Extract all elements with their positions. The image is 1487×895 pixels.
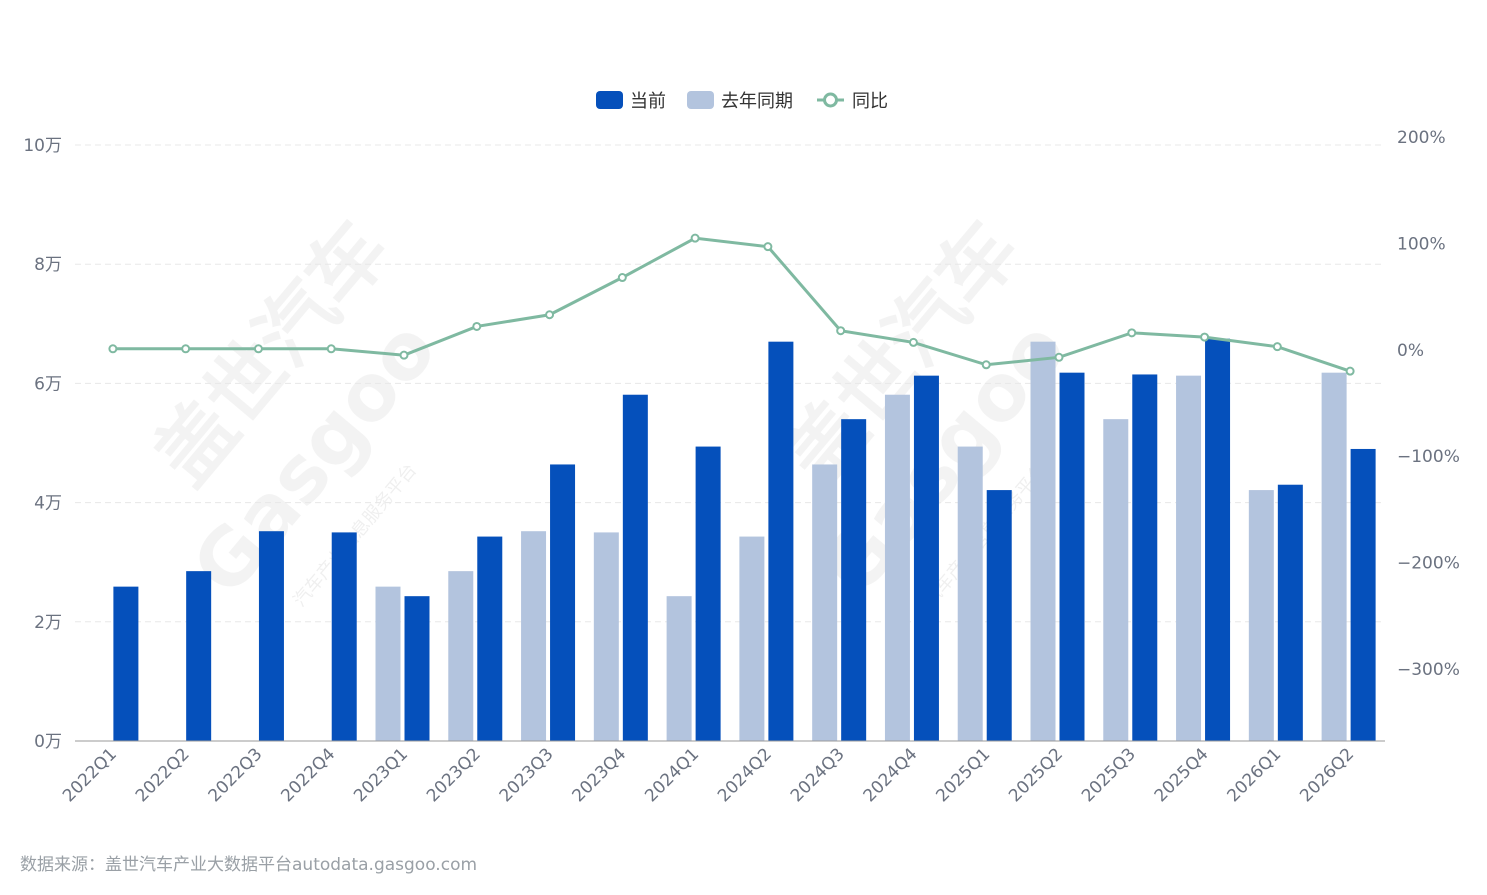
bar-current (1350, 448, 1376, 741)
yoy-point (1200, 332, 1210, 342)
x-tick-label: 2025Q4 (1151, 744, 1213, 806)
bar-last-year (1030, 341, 1056, 741)
yoy-point (690, 233, 700, 243)
bar-last-year (1176, 375, 1202, 741)
bar-current (986, 490, 1012, 741)
yoy-point (763, 242, 773, 252)
bar-last-year (957, 446, 983, 741)
x-tick-label: 2022Q4 (277, 744, 339, 806)
legend-item[interactable]: 当前 (596, 91, 666, 112)
y-right-tick-label: −200% (1397, 554, 1460, 574)
yoy-point (545, 310, 555, 320)
yoy-point (617, 273, 627, 283)
bar-current (768, 341, 794, 741)
bar-current (1132, 374, 1158, 741)
yoy-point (1054, 352, 1064, 362)
bar-last-year (884, 394, 910, 741)
bar-current (695, 446, 721, 741)
legend-item[interactable]: 同比 (817, 91, 888, 112)
y-left-tick-label: 10万 (23, 136, 62, 156)
bar-current (477, 536, 503, 741)
y-right-tick-label: −100% (1397, 447, 1460, 467)
yoy-line (108, 233, 1355, 376)
bar-current (1277, 484, 1303, 741)
source-note: 数据来源：盖世汽车产业大数据平台autodata.gasgoo.com (20, 855, 478, 875)
x-tick-label: 2023Q4 (569, 744, 631, 806)
yoy-line-path (112, 236, 1351, 373)
x-tick-label: 2025Q2 (1005, 744, 1067, 806)
x-tick-label: 2023Q3 (496, 744, 558, 806)
legend[interactable]: 当前 去年同期 同比 (596, 91, 888, 112)
x-tick-label: 2026Q1 (1224, 744, 1286, 806)
y-right-tick-label: 0% (1397, 341, 1424, 361)
yoy-point (836, 326, 846, 336)
y-left-tick-label: 2万 (34, 613, 62, 633)
yoy-point (326, 344, 336, 354)
x-tick-label: 2022Q2 (132, 744, 194, 806)
yoy-point (472, 321, 482, 331)
bar-current (404, 596, 430, 741)
bar-last-year (666, 596, 692, 741)
bar-current (550, 464, 576, 741)
yoy-point (908, 337, 918, 347)
legend-swatch (596, 91, 623, 109)
bar-last-year (593, 532, 619, 741)
bar-last-year (1321, 372, 1347, 741)
bar-current (186, 571, 212, 741)
bar-last-year (739, 536, 765, 741)
legend-swatch (687, 91, 714, 109)
bar-current (331, 532, 357, 741)
bar-last-year (375, 586, 401, 741)
x-tick-label: 2026Q2 (1296, 744, 1358, 806)
yoy-point (108, 344, 118, 354)
bar-current (913, 375, 939, 741)
bar-last-year (812, 464, 838, 741)
bar-current (113, 586, 139, 741)
y-left-tick-label: 8万 (34, 255, 62, 275)
legend-label: 同比 (852, 91, 888, 112)
yoy-point (399, 350, 409, 360)
y-left-tick-label: 4万 (34, 494, 62, 514)
bar-last-year (1103, 419, 1129, 741)
bar-current (841, 419, 867, 741)
y-left-tick-label: 0万 (34, 732, 62, 752)
y-right-tick-label: 200% (1397, 128, 1446, 148)
bar-current (1059, 372, 1085, 741)
legend-swatch-point (823, 92, 838, 108)
bar-last-year (521, 531, 547, 741)
grid (75, 144, 1385, 623)
bar-current (1205, 338, 1231, 741)
legend-label: 当前 (630, 91, 666, 112)
yoy-point (1345, 366, 1355, 376)
x-tick-label: 2024Q4 (860, 744, 922, 806)
yoy-point (981, 360, 991, 370)
x-tick-label: 2023Q1 (350, 744, 412, 806)
bars (113, 338, 1376, 741)
x-tick-label: 2024Q1 (641, 744, 703, 806)
x-tick-label: 2024Q3 (787, 744, 849, 806)
yoy-point (1272, 342, 1282, 352)
bar-current (622, 394, 648, 741)
legend-label: 去年同期 (721, 91, 793, 112)
yoy-point (1127, 328, 1137, 338)
x-tick-label: 2022Q3 (205, 744, 267, 806)
y-right-tick-label: 100% (1397, 234, 1446, 254)
y-right-tick-label: −300% (1397, 660, 1460, 680)
x-tick-label: 2025Q1 (932, 744, 994, 806)
x-tick-label: 2025Q3 (1078, 744, 1140, 806)
legend-item[interactable]: 去年同期 (687, 91, 793, 112)
x-tick-label: 2024Q2 (714, 744, 776, 806)
y-left-tick-label: 6万 (34, 374, 62, 394)
x-tick-label: 2023Q2 (423, 744, 485, 806)
bar-last-year (448, 571, 474, 741)
bar-last-year (1248, 490, 1274, 741)
bar-current (258, 531, 284, 741)
yoy-point (181, 344, 191, 354)
yoy-point (253, 344, 263, 354)
x-tick-label: 2022Q1 (59, 744, 121, 806)
